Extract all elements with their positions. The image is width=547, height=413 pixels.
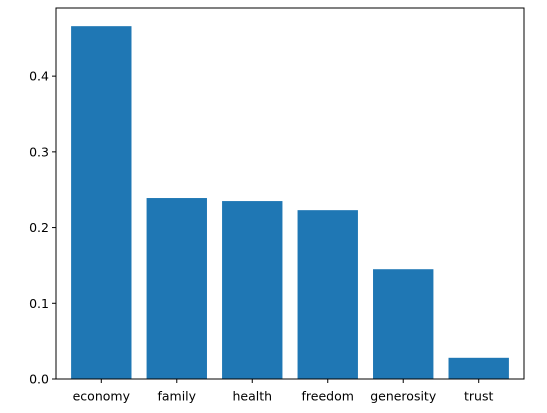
bars-group bbox=[71, 26, 509, 379]
y-tick-label: 0.2 bbox=[29, 220, 49, 235]
y-axis: 0.0 0.1 0.2 0.3 0.4 bbox=[29, 69, 56, 387]
bar-generosity bbox=[373, 269, 434, 379]
bar-economy bbox=[71, 26, 132, 379]
y-tick-label: 0.1 bbox=[29, 296, 49, 311]
y-tick-label: 0.4 bbox=[29, 69, 49, 84]
x-axis: economy family health freedom generosity trus… bbox=[73, 379, 493, 404]
plot-frame bbox=[55, 7, 525, 380]
bar-trust bbox=[448, 357, 509, 379]
x-tick-label: freedom bbox=[302, 389, 354, 404]
bar-family bbox=[146, 198, 207, 379]
x-tick-label: economy bbox=[73, 389, 131, 404]
x-tick-label: trust bbox=[464, 389, 493, 404]
bar-freedom bbox=[297, 210, 358, 379]
x-tick-label: health bbox=[232, 389, 272, 404]
y-tick-label: 0.3 bbox=[29, 144, 49, 159]
y-tick-label: 0.0 bbox=[29, 372, 49, 387]
x-tick-label: generosity bbox=[370, 389, 437, 404]
x-tick-label: family bbox=[157, 389, 196, 404]
bar-health bbox=[222, 201, 283, 379]
